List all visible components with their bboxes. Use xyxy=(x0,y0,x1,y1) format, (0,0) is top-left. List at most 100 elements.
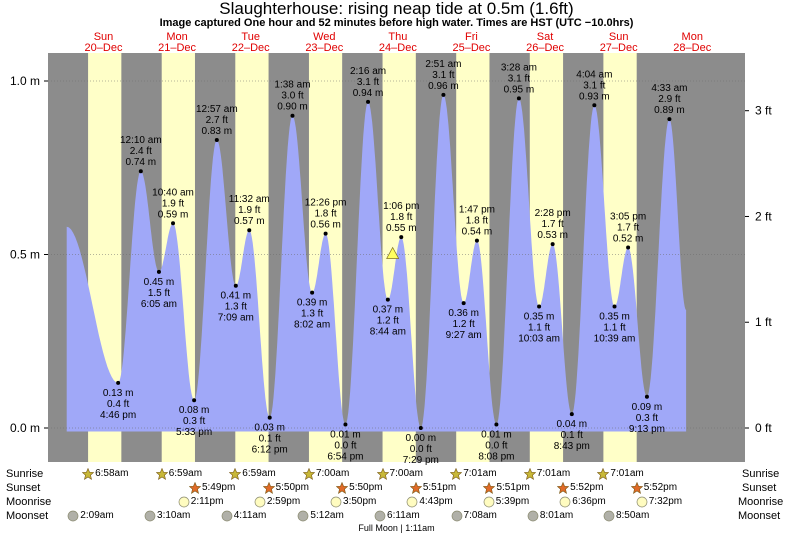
sunrise-icon xyxy=(155,467,169,485)
y-tick-label-right: 0 ft xyxy=(755,421,772,435)
tide-curve xyxy=(66,94,687,432)
high-tide-label: 0.54 m xyxy=(462,227,493,238)
low-tide-point xyxy=(116,380,121,385)
high-tide-label: 0.55 m xyxy=(386,223,417,234)
sunset-icon xyxy=(556,481,570,499)
sunset-icon xyxy=(335,481,349,499)
high-tide-label: 1.8 ft xyxy=(466,216,488,227)
high-tide-label: 1.7 ft xyxy=(617,223,639,234)
high-tide-label: 1.8 ft xyxy=(390,212,412,223)
moonset-icon xyxy=(603,509,615,527)
low-tide-label: 1.3 ft xyxy=(225,302,247,313)
y-tick-label-right: 3 ft xyxy=(755,104,772,118)
high-tide-label: 0.59 m xyxy=(158,209,189,220)
y-tick-label-right: 2 ft xyxy=(755,209,772,223)
day-date: 22–Dec xyxy=(231,42,270,54)
high-tide-label: 0.89 m xyxy=(654,105,685,116)
moonrise-time: 4:43pm xyxy=(419,496,453,507)
low-tide-point xyxy=(494,422,499,427)
high-tide-label: 0.90 m xyxy=(277,102,308,113)
moonrise-row-label-left: Moonrise xyxy=(6,496,52,508)
sunset-time: 5:51pm xyxy=(422,482,457,493)
sunset-icon xyxy=(483,481,496,499)
high-tide-label: 0.83 m xyxy=(202,126,233,137)
sunrise-icon xyxy=(376,467,389,485)
y-tick-label-left: 0.5 m xyxy=(10,248,40,262)
day-date: 28–Dec xyxy=(673,42,712,54)
low-tide-label: 8:02 am xyxy=(294,320,330,331)
low-tide-label: 0.35 m xyxy=(524,312,555,323)
moonrise-icon xyxy=(559,495,571,513)
low-tide-point xyxy=(192,398,197,403)
high-tide-label: 2.9 ft xyxy=(658,94,680,105)
day-name: Sun xyxy=(93,31,114,43)
day-name: Thu xyxy=(388,31,408,43)
high-tide-label: 10:40 am xyxy=(152,187,194,198)
low-tide-label: 0.0 ft xyxy=(485,441,507,452)
high-tide-label: 0.93 m xyxy=(579,91,610,102)
high-tide-label: 0.96 m xyxy=(428,81,459,92)
high-tide-point xyxy=(171,221,176,226)
low-tide-point xyxy=(612,304,617,309)
low-tide-label: 0.35 m xyxy=(599,312,630,323)
low-tide-label: 0.01 m xyxy=(330,430,361,441)
high-tide-point xyxy=(399,235,404,240)
high-tide-label: 1.9 ft xyxy=(162,198,184,209)
high-tide-label: 3.1 ft xyxy=(583,80,605,91)
moonset-icon xyxy=(297,509,309,527)
sunrise-row-label-right: Sunrise xyxy=(742,468,780,480)
tide-area xyxy=(66,94,687,432)
high-tide-label: 3:05 pm xyxy=(610,212,646,223)
low-tide-label: 0.0 ft xyxy=(410,444,432,455)
low-tide-label: 10:03 am xyxy=(518,334,560,345)
sunrise-row-label-left: Sunrise xyxy=(6,468,44,480)
day-name: Sat xyxy=(536,31,554,43)
moon-phase-label: Full Moon | 1:11am xyxy=(358,523,435,533)
moonset-icon xyxy=(451,509,463,527)
high-tide-label: 3:28 am xyxy=(501,62,537,73)
low-tide-label: 10:39 am xyxy=(594,334,636,345)
high-tide-label: 1.7 ft xyxy=(542,219,564,230)
axes: 0.0 m 0.5 m 1.0 m 0 ft 1 ft 2 ft 3 ft xyxy=(10,74,772,435)
high-tide-label: 4:04 am xyxy=(576,69,612,80)
sunrise-icon xyxy=(81,467,95,485)
day-name: Tue xyxy=(241,31,260,43)
low-tide-point xyxy=(569,412,574,417)
low-tide-label: 7:09 am xyxy=(218,313,254,324)
low-tide-label: 0.09 m xyxy=(632,402,663,413)
high-tide-point xyxy=(214,137,219,142)
low-tide-label: 6:05 am xyxy=(141,299,177,310)
high-tide-label: 11:32 am xyxy=(229,194,270,205)
high-tide-label: 2:28 pm xyxy=(535,208,571,219)
day-date: 27–Dec xyxy=(599,42,638,54)
high-tide-label: 1.8 ft xyxy=(314,209,336,220)
low-tide-label: 0.3 ft xyxy=(636,413,658,424)
sunrise-icon xyxy=(449,467,463,485)
low-tide-label: 1.1 ft xyxy=(603,323,625,334)
low-tide-label: 0.01 m xyxy=(481,430,512,441)
moonrise-icon xyxy=(254,495,266,513)
moonset-time: 7:08am xyxy=(463,510,497,521)
low-tide-label: 8:44 am xyxy=(370,327,406,338)
sunset-icon xyxy=(262,481,275,499)
low-tide-label: 4:46 pm xyxy=(100,410,136,421)
day-date: 26–Dec xyxy=(526,42,565,54)
chart-subtitle: Image captured One hour and 52 minutes b… xyxy=(159,17,634,29)
sunrise-icon xyxy=(302,467,316,485)
low-tide-label: 0.00 m xyxy=(406,433,437,444)
low-tide-label: 1.2 ft xyxy=(377,316,399,327)
sunset-row-label-right: Sunset xyxy=(742,482,777,494)
low-tide-label: 1.2 ft xyxy=(453,319,475,330)
low-tide-label: 6:54 pm xyxy=(327,452,363,463)
y-tick-label-left: 1.0 m xyxy=(10,74,40,88)
moonset-icon xyxy=(374,509,386,527)
high-tide-label: 0.57 m xyxy=(234,216,265,227)
low-tide-label: 9:27 am xyxy=(446,330,482,341)
day-name: Sun xyxy=(608,31,629,43)
chart-title: Slaughterhouse: rising neap tide at 0.5m… xyxy=(219,0,574,18)
low-tide-label: 0.45 m xyxy=(144,277,175,288)
moonrise-icon xyxy=(178,495,190,513)
high-tide-label: 3.0 ft xyxy=(281,91,303,102)
high-tide-point xyxy=(626,245,631,250)
low-tide-label: 0.39 m xyxy=(297,298,328,309)
